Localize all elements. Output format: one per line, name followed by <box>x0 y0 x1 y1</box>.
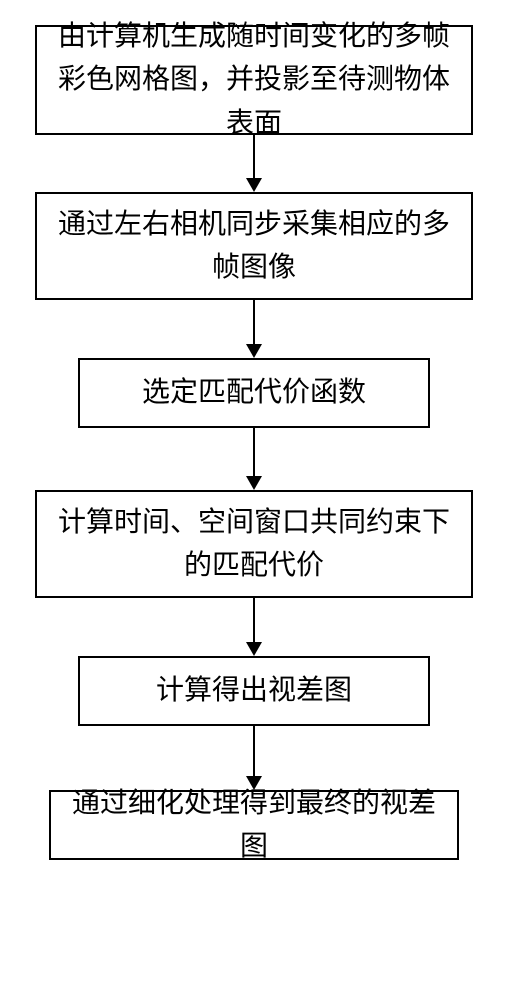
arrow-shaft <box>253 428 255 476</box>
arrow-head-icon <box>246 178 262 192</box>
flowchart-container: 由计算机生成随时间变化的多帧彩色网格图，并投影至待测物体表面 通过左右相机同步采… <box>0 0 507 1000</box>
flow-arrow-2 <box>246 300 262 358</box>
arrow-head-icon <box>246 642 262 656</box>
flow-node-3: 选定匹配代价函数 <box>78 358 430 428</box>
arrow-head-icon <box>246 344 262 358</box>
flow-node-5: 计算得出视差图 <box>78 656 430 726</box>
flow-node-1-text: 由计算机生成随时间变化的多帧彩色网格图，并投影至待测物体表面 <box>49 15 459 145</box>
arrow-shaft <box>253 726 255 776</box>
flow-node-4: 计算时间、空间窗口共同约束下的匹配代价 <box>35 490 473 598</box>
arrow-head-icon <box>246 776 262 790</box>
flow-node-1: 由计算机生成随时间变化的多帧彩色网格图，并投影至待测物体表面 <box>35 25 473 135</box>
arrow-shaft <box>253 300 255 344</box>
flow-arrow-3 <box>246 428 262 490</box>
flow-node-5-text: 计算得出视差图 <box>156 669 352 712</box>
flow-node-4-text: 计算时间、空间窗口共同约束下的匹配代价 <box>49 501 459 588</box>
arrow-head-icon <box>246 476 262 490</box>
flow-node-2: 通过左右相机同步采集相应的多帧图像 <box>35 192 473 300</box>
flow-arrow-5 <box>246 726 262 790</box>
flow-node-6-text: 通过细化处理得到最终的视差图 <box>63 782 445 869</box>
arrow-shaft <box>253 135 255 178</box>
flow-node-6: 通过细化处理得到最终的视差图 <box>49 790 459 860</box>
flow-node-3-text: 选定匹配代价函数 <box>142 371 366 414</box>
arrow-shaft <box>253 598 255 642</box>
flow-node-2-text: 通过左右相机同步采集相应的多帧图像 <box>49 203 459 290</box>
flow-arrow-1 <box>246 135 262 192</box>
flow-arrow-4 <box>246 598 262 656</box>
